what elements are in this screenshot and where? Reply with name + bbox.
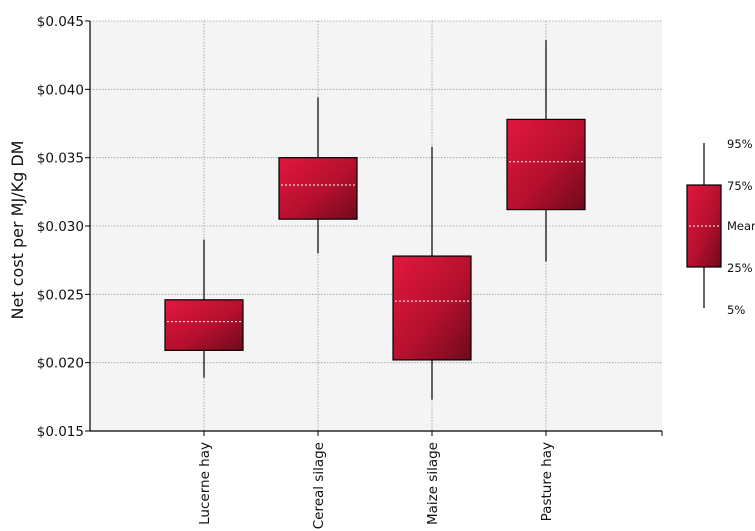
y-tick-label: $0.045	[37, 14, 84, 30]
x-category-label: Lucerne hay	[197, 442, 213, 525]
y-tick-label: $0.020	[37, 356, 84, 372]
legend-label: Mean	[727, 219, 755, 233]
y-tick-label: $0.035	[37, 151, 84, 167]
x-category-label: Maize silage	[425, 442, 441, 525]
box-body	[506, 118, 586, 211]
legend-label: 75%	[727, 179, 753, 193]
legend-label: 95%	[727, 137, 753, 151]
box-body	[392, 255, 472, 361]
x-category-label: Cereal silage	[311, 442, 327, 529]
y-tick-label: $0.015	[37, 424, 84, 440]
y-axis-title: Net cost per MJ/Kg DM	[8, 141, 27, 320]
y-tick-label: $0.025	[37, 287, 84, 303]
legend-label: 5%	[727, 303, 745, 317]
x-axis: Lucerne hay Cereal silage Maize silage Past…	[90, 430, 663, 529]
y-tick-label: $0.030	[37, 219, 84, 235]
box-lucerne-hay	[164, 239, 244, 378]
box-body	[164, 299, 244, 351]
legend-box	[686, 184, 722, 268]
legend-label: 25%	[727, 261, 753, 275]
box-cereal-silage	[278, 97, 358, 254]
box-pasture-hay	[506, 40, 586, 262]
y-axis: $0.015 $0.020 $0.025 $0.030 $0.035 $0.040 $0.0…	[37, 14, 91, 440]
x-category-label: Pasture hay	[539, 442, 555, 521]
boxes	[164, 40, 586, 400]
box-maize-silage	[392, 146, 472, 400]
y-tick-label: $0.040	[37, 82, 84, 98]
legend: 95% 75% Mean 25% 5%	[686, 137, 755, 317]
box-body	[278, 157, 358, 220]
